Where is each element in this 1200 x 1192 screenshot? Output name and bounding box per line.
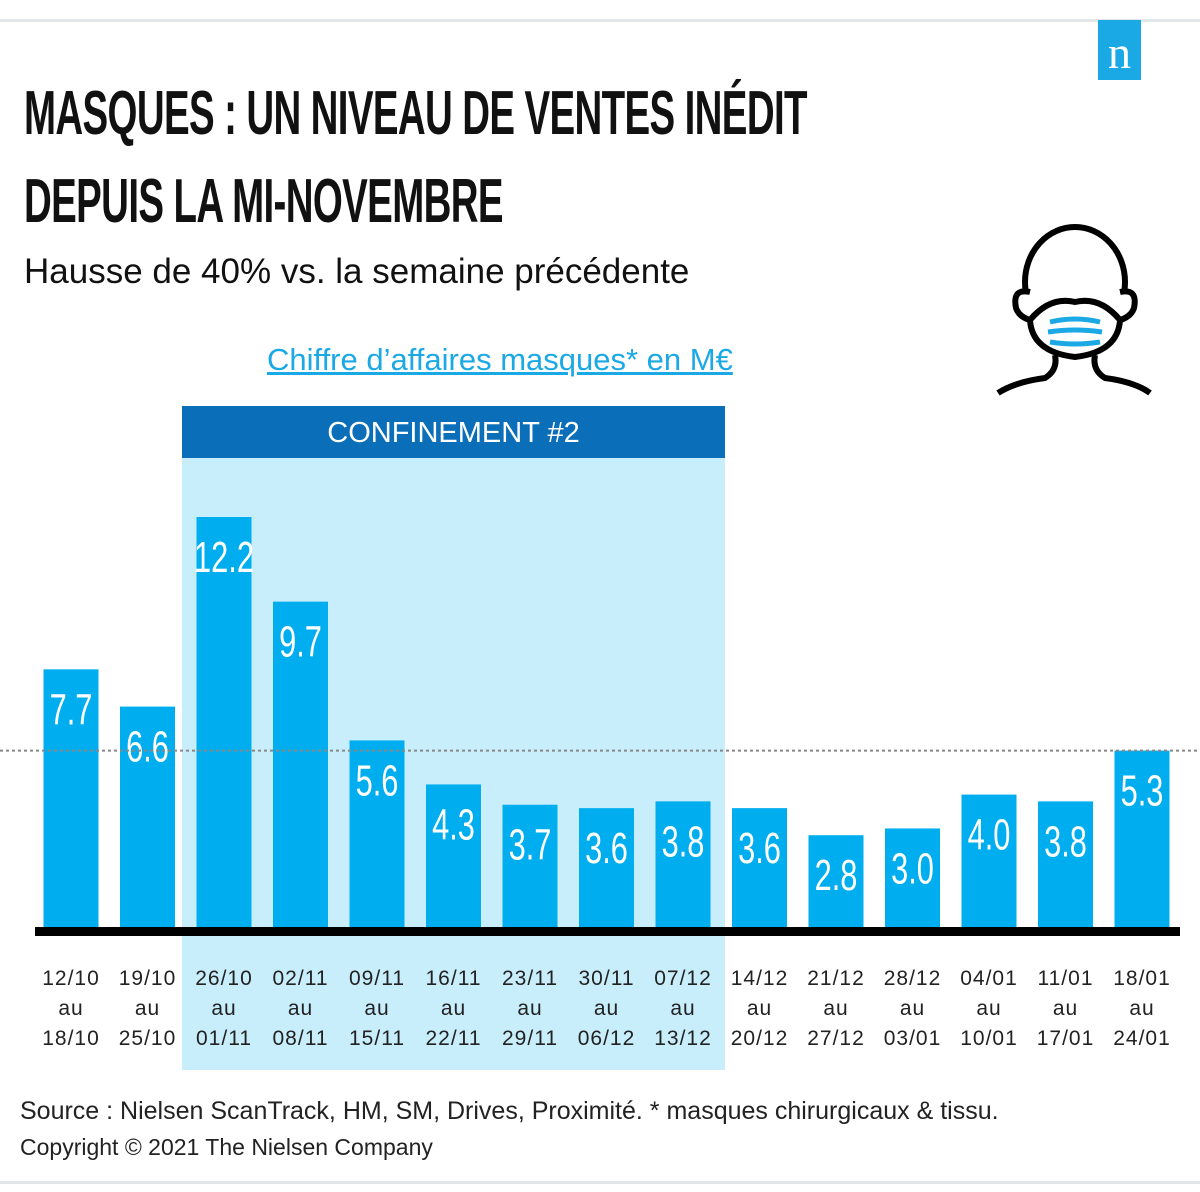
x-tick-label: 12/10 au 18/10 — [42, 967, 100, 1050]
x-tick-label: 26/10 au 01/11 — [195, 967, 253, 1050]
bar — [349, 740, 405, 930]
bar-value-label: 2.8 — [815, 852, 858, 901]
confinement-label: CONFINEMENT #2 — [182, 406, 725, 458]
x-tick-label: 11/01 au 17/01 — [1036, 967, 1095, 1050]
x-axis-baseline — [35, 927, 1180, 936]
x-tick-label: 09/11 au 15/11 — [349, 967, 405, 1050]
bar — [808, 835, 864, 930]
x-tick-label: 21/12 au 27/12 — [807, 967, 865, 1050]
bottom-divider — [0, 1181, 1200, 1184]
confinement-highlight — [182, 406, 725, 1070]
x-tick-label: 07/12 au 13/12 — [654, 967, 712, 1050]
chart-title: Chiffre d’affaires masques* en M€ — [267, 342, 733, 377]
bar — [732, 808, 787, 930]
bar-value-label: 3.8 — [662, 818, 705, 867]
bar-value-label: 3.0 — [891, 845, 934, 894]
bar-value-label: 4.0 — [968, 811, 1011, 860]
bar — [120, 706, 175, 930]
bar-value-label: 3.6 — [585, 825, 628, 874]
copyright: Copyright © 2021 The Nielsen Company — [20, 1134, 433, 1160]
x-tick-label: 04/01 au 10/01 — [960, 967, 1018, 1050]
top-divider — [0, 19, 1200, 22]
x-tick-label: 16/11 au 22/11 — [425, 967, 482, 1050]
bar-value-label: 3.6 — [738, 825, 781, 874]
bar — [502, 804, 558, 930]
bar — [273, 601, 328, 930]
title-line-1: MASQUES : UN NIVEAU DE VENTES INÉDIT — [24, 79, 807, 148]
bar-value-label: 4.3 — [432, 801, 475, 850]
title-line-2: DEPUIS LA MI-NOVEMBRE — [24, 167, 504, 236]
x-tick-label: 14/12 au 20/12 — [730, 967, 789, 1050]
subtitle: Hausse de 40% vs. la semaine précédente — [24, 252, 690, 291]
bar-value-label: 3.7 — [509, 822, 552, 871]
bar — [43, 669, 99, 930]
bar — [196, 517, 252, 930]
bar-value-label: 7.7 — [50, 686, 93, 735]
bar — [885, 828, 940, 930]
bar-value-label: 12.2 — [194, 534, 254, 583]
bar — [655, 801, 711, 930]
bar-value-label: 5.3 — [1121, 767, 1164, 816]
x-tick-label: 30/11 au 06/12 — [577, 967, 636, 1050]
bar — [961, 794, 1017, 930]
bar — [579, 808, 634, 930]
bar-value-label: 3.8 — [1044, 818, 1087, 867]
x-tick-label: 18/01 au 24/01 — [1113, 967, 1171, 1050]
x-tick-label: 23/11 au 29/11 — [502, 967, 558, 1050]
bar-value-label: 6.6 — [126, 723, 169, 772]
bar — [1038, 801, 1093, 930]
x-tick-label: 02/11 au 08/11 — [272, 967, 329, 1050]
x-tick-label: 28/12 au 03/01 — [883, 967, 942, 1050]
source-note: Source : Nielsen ScanTrack, HM, SM, Driv… — [20, 1097, 999, 1125]
nielsen-logo: n — [1098, 20, 1141, 80]
bar-value-label: 5.6 — [356, 757, 399, 806]
bar — [426, 784, 481, 930]
bar-value-label: 9.7 — [279, 618, 322, 667]
face-mask-icon — [996, 224, 1152, 396]
bar — [1114, 750, 1170, 930]
x-tick-label: 19/10 au 25/10 — [118, 967, 177, 1050]
